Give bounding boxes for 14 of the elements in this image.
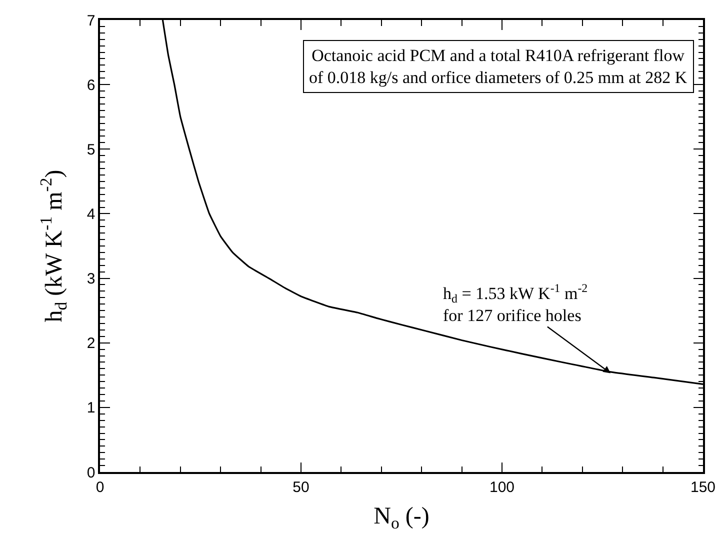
x-tick-label: 100 xyxy=(489,478,515,496)
y-tick-label: 7 xyxy=(86,12,96,30)
annotation: Octanoic acid PCM and a total R410A refrigerant flow of 0.018 kg/s and orfice diameters of 0.25 mm at 282 K xyxy=(309,46,688,88)
y-tick-label: 2 xyxy=(86,335,96,352)
y-tick-label: 6 xyxy=(86,76,96,94)
y-tick-label: 5 xyxy=(86,141,96,158)
y-tick-label: 0 xyxy=(86,464,96,482)
x-tick-label: 50 xyxy=(292,478,310,496)
annotation: h$_{d}$ = 1.53 kW K$^{-1}$ m$^{-2}$ for 127 orifice holes xyxy=(443,281,588,326)
x-tick-label: 150 xyxy=(690,478,716,496)
y-tick-label: 1 xyxy=(86,400,96,417)
x-axis-title: N$_{o}$ (-) xyxy=(374,504,430,533)
y-tick-label: 4 xyxy=(86,206,96,223)
y-tick-label: 3 xyxy=(86,270,96,288)
